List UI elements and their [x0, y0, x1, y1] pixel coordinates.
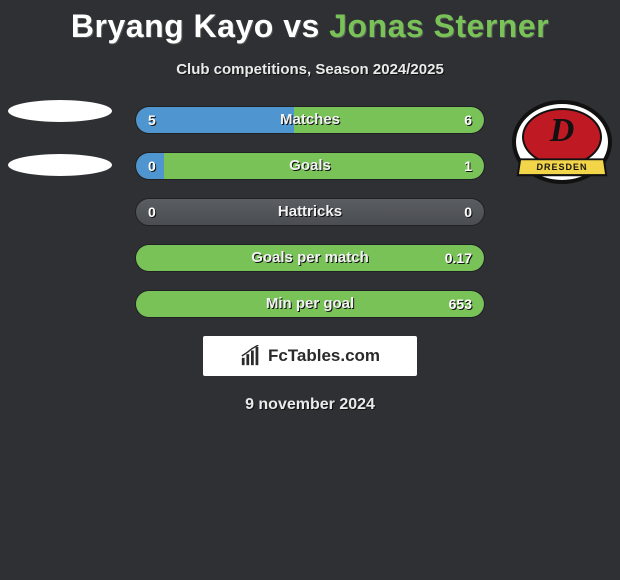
stat-value-p2: 0.17	[445, 245, 472, 271]
player1-badges	[8, 100, 112, 208]
club-logo-ribbon: DRESDEN	[517, 158, 608, 176]
club-logo-letter: D	[512, 112, 612, 150]
stat-value-p2: 0	[464, 199, 472, 225]
comparison-stage: D DRESDEN 56Matches01Goals00Hattricks0.1…	[0, 106, 620, 414]
player2-badge: D DRESDEN	[512, 100, 612, 184]
stat-row-goals: 01Goals	[135, 152, 485, 180]
stat-row-matches: 56Matches	[135, 106, 485, 134]
player2-name: Jonas Sterner	[329, 8, 549, 44]
subtitle: Club competitions, Season 2024/2025	[0, 61, 620, 78]
stat-fill-p2	[294, 107, 484, 133]
stat-fill-p2	[136, 245, 484, 271]
chart-icon	[240, 345, 262, 367]
player1-name: Bryang Kayo	[71, 8, 274, 44]
stat-fill-p1	[136, 107, 294, 133]
stat-value-p1: 0	[148, 153, 156, 179]
player1-badge-placeholder	[8, 100, 112, 122]
stat-label: Hattricks	[136, 199, 484, 225]
vs-text: vs	[283, 8, 320, 44]
stat-value-p1: 0	[148, 199, 156, 225]
stat-row-hattricks: 0 0Hattricks	[135, 198, 485, 226]
comparison-title: Bryang Kayo vs Jonas Sterner	[0, 0, 620, 45]
stat-row-goals-per-match: 0.17Goals per match	[135, 244, 485, 272]
stat-fill-p2	[164, 153, 484, 179]
brand-text: FcTables.com	[268, 346, 380, 366]
player1-badge-placeholder	[8, 154, 112, 176]
date-text: 9 november 2024	[0, 396, 620, 414]
stat-value-p2: 653	[449, 291, 472, 317]
stat-fill-p2	[136, 291, 484, 317]
stat-value-p1: 5	[148, 107, 156, 133]
stat-bars: 56Matches01Goals00Hattricks0.17Goals per…	[135, 106, 485, 318]
stat-value-p2: 6	[464, 107, 472, 133]
brand-box: FcTables.com	[203, 336, 417, 376]
stat-value-p2: 1	[464, 153, 472, 179]
stat-row-min-per-goal: 653Min per goal	[135, 290, 485, 318]
club-logo-dresden: D DRESDEN	[512, 100, 612, 184]
